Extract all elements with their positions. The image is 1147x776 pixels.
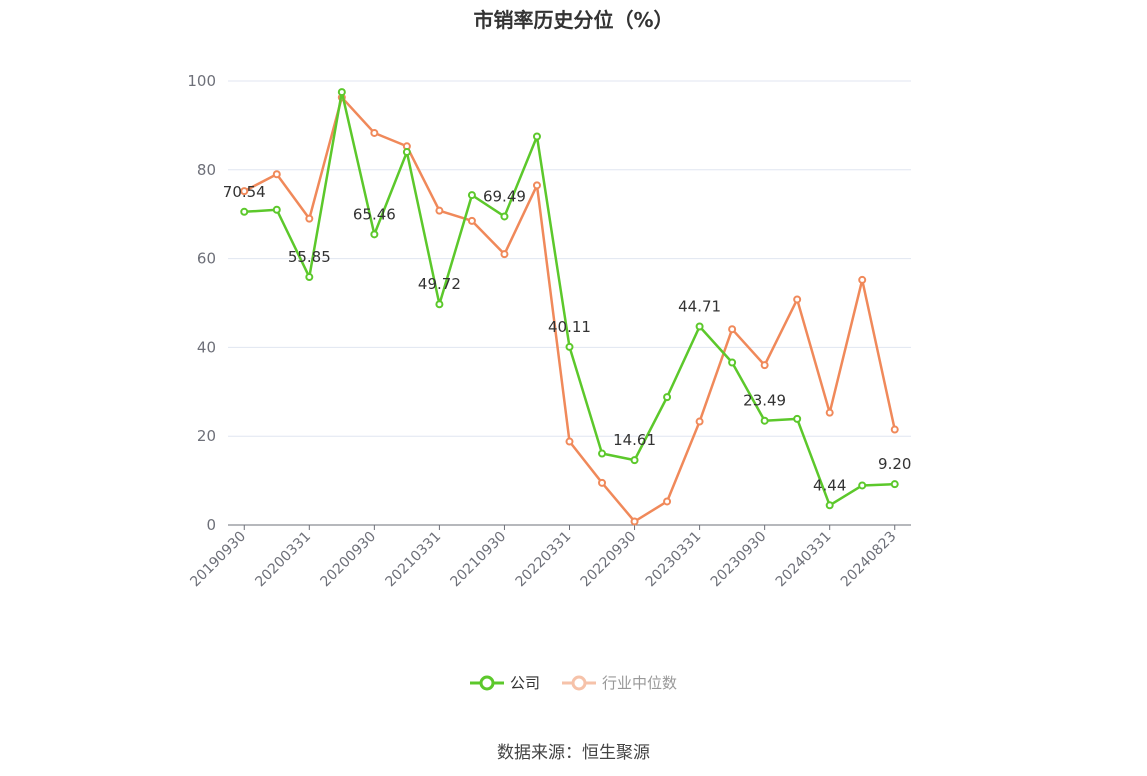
- data-label: 69.49: [483, 187, 526, 205]
- data-point-industry[interactable]: [695, 417, 704, 426]
- data-point-industry[interactable]: [663, 497, 672, 506]
- y-tick-label: 20: [197, 427, 216, 445]
- legend-industry-icon: [562, 675, 596, 690]
- x-tick-label: 20230930: [708, 529, 770, 591]
- data-point-industry[interactable]: [890, 425, 899, 434]
- data-label: 70.54: [223, 183, 266, 201]
- y-tick-label: 40: [197, 338, 216, 356]
- legend-item-industry[interactable]: 行业中位数: [562, 672, 677, 693]
- x-tick-label: 20200930: [317, 529, 379, 591]
- data-label: 55.85: [288, 248, 331, 266]
- x-tick-label: 20190930: [187, 529, 249, 591]
- legend-label-company: 公司: [509, 674, 540, 692]
- data-point-industry[interactable]: [532, 181, 541, 190]
- y-tick-label: 80: [197, 161, 216, 179]
- data-label: 65.46: [353, 205, 396, 223]
- data-label: 40.11: [548, 318, 591, 336]
- series-line-industry: [243, 96, 896, 523]
- data-point-company[interactable]: [793, 414, 802, 423]
- chart-title: 市销率历史分位（%）: [473, 8, 674, 32]
- data-point-industry[interactable]: [272, 170, 281, 179]
- data-point-company[interactable]: [663, 393, 672, 402]
- data-point-company[interactable]: [402, 148, 411, 157]
- data-label: 4.44: [813, 476, 846, 494]
- legend: 公司 行业中位数: [0, 672, 1147, 693]
- data-point-company[interactable]: [240, 207, 249, 216]
- data-point-company[interactable]: [500, 212, 509, 221]
- data-point-industry[interactable]: [240, 187, 249, 196]
- data-point-company[interactable]: [435, 300, 444, 309]
- data-label: 49.72: [418, 275, 461, 293]
- data-point-company[interactable]: [890, 480, 899, 489]
- data-point-company[interactable]: [370, 230, 379, 239]
- x-tick-label: 20220331: [513, 529, 575, 591]
- x-tick-label: 20220930: [578, 529, 640, 591]
- data-label: 9.20: [878, 455, 911, 473]
- x-tick-label: 20240823: [838, 529, 900, 591]
- data-point-industry[interactable]: [598, 478, 607, 487]
- data-point-industry[interactable]: [565, 437, 574, 446]
- y-tick-label: 0: [206, 516, 216, 534]
- data-point-company[interactable]: [760, 416, 769, 425]
- data-point-industry[interactable]: [793, 295, 802, 304]
- data-point-industry[interactable]: [728, 325, 737, 334]
- data-point-industry[interactable]: [825, 408, 834, 417]
- data-point-company[interactable]: [728, 358, 737, 367]
- data-label: 44.71: [678, 297, 721, 315]
- data-point-industry[interactable]: [370, 128, 379, 137]
- data-label: 23.49: [743, 392, 786, 410]
- data-labels: 70.54 55.85 65.46 49.72 69.49 40.11 14.61 44.71…: [223, 183, 912, 494]
- legend-item-company[interactable]: 公司: [469, 672, 540, 693]
- y-tick-label: 60: [197, 250, 216, 268]
- data-label: 14.61: [613, 431, 656, 449]
- x-tick-label: 20200331: [252, 529, 314, 591]
- data-point-industry[interactable]: [760, 361, 769, 370]
- y-axis: 0 20 40 60 80 100: [187, 72, 216, 534]
- data-point-company[interactable]: [825, 501, 834, 510]
- data-point-company[interactable]: [695, 322, 704, 331]
- y-tick-label: 100: [187, 72, 216, 90]
- data-point-company[interactable]: [630, 456, 639, 465]
- x-tick-label: 20210331: [383, 529, 445, 591]
- data-point-industry[interactable]: [305, 214, 314, 223]
- legend-company-icon: [469, 675, 504, 690]
- series-lines: [240, 88, 899, 526]
- x-axis: 20190930 20200331 20200930 20210331 20210930…: [187, 524, 911, 591]
- data-point-company[interactable]: [337, 88, 346, 97]
- data-point-industry[interactable]: [858, 275, 867, 284]
- data-point-company[interactable]: [598, 449, 607, 458]
- data-point-industry[interactable]: [467, 216, 476, 225]
- x-tick-label: 20230331: [643, 529, 705, 591]
- source-note: 数据来源：恒生聚源: [497, 743, 650, 763]
- data-point-industry[interactable]: [500, 250, 509, 259]
- data-point-company[interactable]: [532, 132, 541, 141]
- data-point-company[interactable]: [272, 205, 281, 214]
- x-tick-label: 20240331: [773, 529, 835, 591]
- legend-label-industry: 行业中位数: [602, 674, 678, 692]
- data-point-industry[interactable]: [435, 206, 444, 215]
- data-point-company[interactable]: [565, 342, 574, 351]
- data-point-company[interactable]: [858, 481, 867, 490]
- data-point-company[interactable]: [305, 273, 314, 282]
- x-tick-label: 20210930: [448, 529, 510, 591]
- data-point-industry[interactable]: [630, 517, 639, 526]
- data-point-company[interactable]: [467, 191, 476, 200]
